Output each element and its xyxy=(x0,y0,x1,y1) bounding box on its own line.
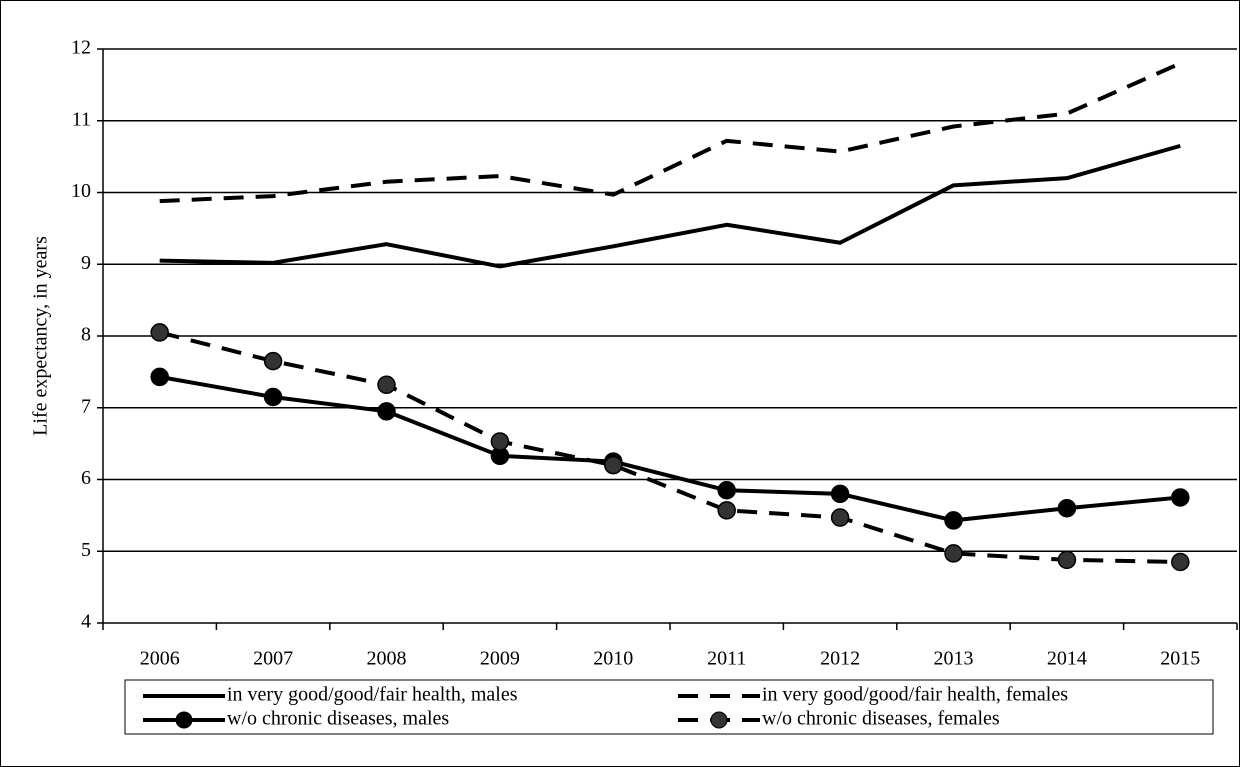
point xyxy=(263,387,283,407)
series-line xyxy=(159,330,1181,565)
x-tick-label: 2013 xyxy=(934,648,974,670)
legend-label: in very good/good/fair health, females xyxy=(762,684,1068,706)
legend-label: w/o chronic diseases, females xyxy=(762,708,1000,730)
point xyxy=(717,501,736,520)
point xyxy=(150,367,169,387)
point xyxy=(150,323,169,342)
y-tick-label: 6 xyxy=(81,467,91,489)
legend-marker xyxy=(710,711,728,729)
point xyxy=(1057,498,1077,518)
point xyxy=(830,508,850,527)
y-tick-label: 8 xyxy=(81,324,91,346)
y-tick-label: 11 xyxy=(72,108,91,130)
point xyxy=(377,402,396,421)
x-tick-label: 2010 xyxy=(593,648,633,670)
series-line xyxy=(159,374,1181,523)
point xyxy=(604,455,623,475)
point xyxy=(830,484,850,504)
legend-box xyxy=(124,679,1214,735)
legend-label: in very good/good/fair health, males xyxy=(227,684,518,706)
y-axis-label: Life expectancy, in years xyxy=(30,236,52,436)
x-tick-label: 2015 xyxy=(1160,648,1200,670)
x-tick-label: 2009 xyxy=(480,648,520,670)
y-tick-label: 7 xyxy=(81,395,91,417)
x-tick-label: 2006 xyxy=(140,648,180,670)
legend-marker xyxy=(175,711,193,729)
legend-label: w/o chronic diseases, males xyxy=(227,708,449,730)
x-tick-label: 2012 xyxy=(820,648,860,670)
y-tick-label: 12 xyxy=(71,37,91,59)
y-tick-label: 4 xyxy=(81,611,91,633)
x-tick-label: 2008 xyxy=(367,648,407,670)
point xyxy=(717,481,736,500)
point xyxy=(490,432,510,451)
point xyxy=(377,375,396,395)
point xyxy=(1171,552,1190,572)
x-tick-label: 2007 xyxy=(253,648,293,670)
point xyxy=(1057,550,1077,570)
y-tick-label: 10 xyxy=(71,180,91,202)
x-tick-label: 2011 xyxy=(707,648,746,670)
point xyxy=(944,544,963,563)
y-tick-label: 9 xyxy=(81,252,91,274)
point xyxy=(263,351,283,371)
point xyxy=(944,511,963,530)
series-line xyxy=(159,61,1182,204)
y-tick-label: 5 xyxy=(81,539,91,561)
series-line xyxy=(159,143,1181,269)
x-tick-label: 2014 xyxy=(1047,648,1087,670)
point xyxy=(1171,488,1190,507)
